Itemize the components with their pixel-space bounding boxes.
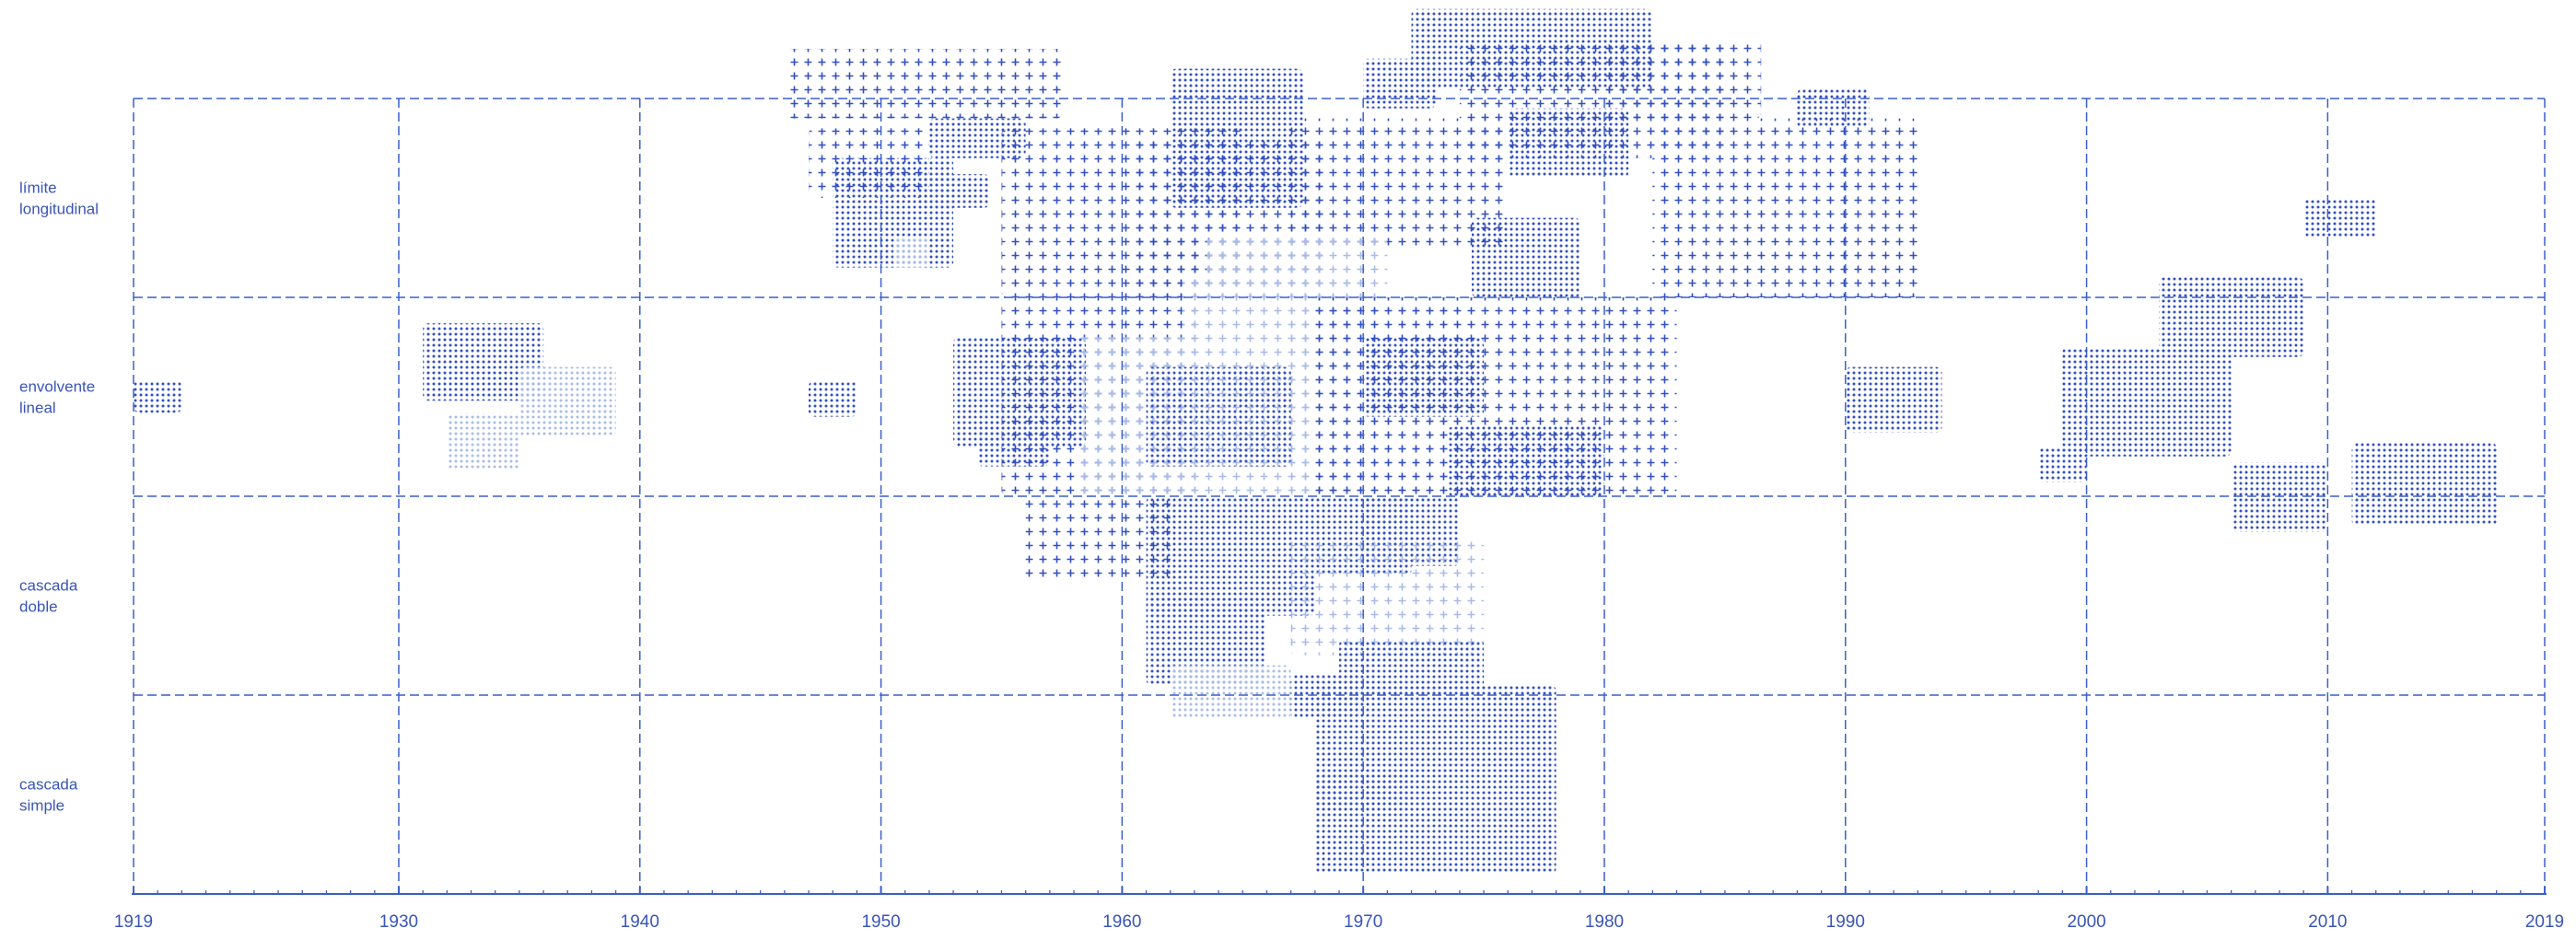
data-patch-44 [1146,496,1315,616]
x-tick-label: 1940 [621,912,659,932]
data-patch-16 [2303,198,2376,238]
data-patch-50 [1170,665,1291,719]
data-patch-36 [1447,426,1604,496]
row-label-limite: longitudinal [19,201,99,218]
row-label-limite: límite [19,180,57,197]
x-tick-label: 1950 [861,912,900,932]
row-label-envolvente: envolvente [19,378,95,396]
data-patch-48 [1290,536,1484,656]
data-patch-40 [2038,447,2087,482]
data-patch-38 [2062,347,2232,457]
data-patch-4 [892,238,929,268]
x-tick-label: 1990 [1826,912,1865,932]
data-patch-5 [809,128,929,198]
x-tick-label: 2000 [2067,912,2105,932]
row-label-simple: cascada [19,776,78,794]
data-patch-15 [1797,88,1870,129]
data-patch-7 [1290,118,1509,248]
x-axis: 1919 1930 1940 1950 1960 1970 1980 1990 2000 2010… [114,887,2564,932]
data-patch-3 [916,174,990,208]
data-patch-21 [423,323,544,401]
data-patch-24 [809,380,857,417]
data-patch-37 [1845,366,1942,433]
x-tick-label: 1919 [114,912,153,932]
data-patch-52 [1314,685,1556,875]
data-patch-49 [1339,639,1485,695]
data-patch-41 [2231,462,2328,532]
x-tick-label: 1980 [1585,912,1624,932]
data-patch-0 [784,49,1062,119]
data-patches [134,8,2497,875]
row-label-doble: doble [19,598,58,616]
data-patch-12 [1604,39,1762,119]
x-tick-label: 1970 [1344,912,1382,932]
data-patch-1 [928,118,1026,158]
data-patch-20 [134,380,182,413]
grid-lines [133,98,2546,894]
x-tick-label: 2010 [2308,912,2347,932]
x-tick-label: 1930 [379,912,418,932]
data-patch-22 [519,366,616,437]
data-patch-45 [1146,596,1267,686]
data-patch-39 [2159,277,2304,357]
data-patch-43 [1025,496,1171,580]
data-patch-13 [1652,118,1918,297]
x-tick-label: 2019 [2525,912,2564,932]
data-patch-14 [1472,217,1580,297]
x-tick-label: 1960 [1102,912,1141,932]
data-patch-42 [2351,442,2497,527]
row-labels: límite longitudinal envolvente lineal cascad… [19,180,99,815]
row-label-envolvente: lineal [19,400,56,417]
data-patch-11 [1508,108,1629,179]
data-patch-23 [447,412,519,470]
row-label-doble: cascada [19,577,78,595]
row-label-simple: simple [19,797,64,815]
